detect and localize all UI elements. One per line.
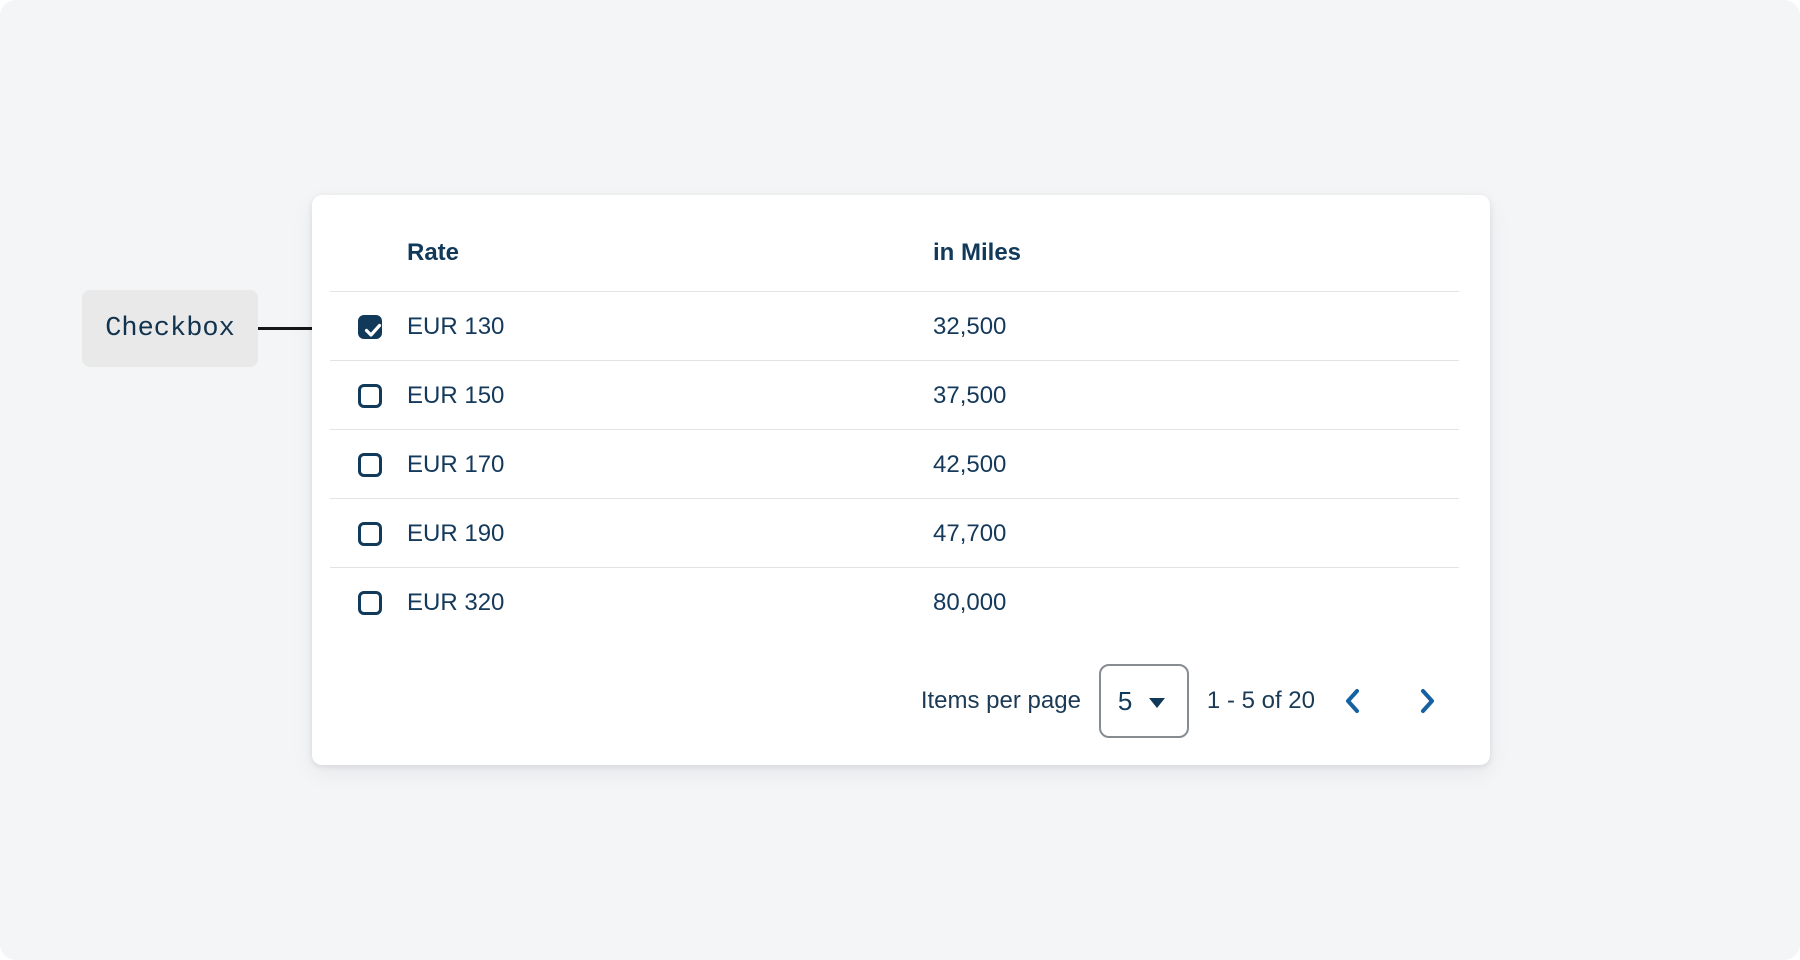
next-page-button[interactable] — [1411, 685, 1443, 717]
annotation-label-text: Checkbox — [105, 313, 235, 344]
table-row[interactable]: EUR 130 32,500 — [312, 292, 1490, 361]
table-row[interactable]: EUR 150 37,500 — [312, 361, 1490, 430]
row-checkbox[interactable] — [358, 452, 382, 477]
column-header-rate: Rate — [407, 239, 460, 266]
column-header-in-miles: in Miles — [933, 239, 1022, 266]
page-size-select[interactable]: 5 — [1098, 664, 1189, 738]
previous-page-button[interactable] — [1337, 685, 1369, 717]
rate-cell: EUR 320 — [407, 588, 505, 616]
row-checkbox[interactable] — [358, 314, 382, 339]
rates-table-card: Rate in Miles EUR 130 32,500 — [312, 195, 1490, 765]
rate-cell: EUR 150 — [407, 381, 505, 409]
table-header-row: Rate in Miles — [312, 195, 1490, 292]
annotation-label-checkbox: Checkbox — [82, 290, 258, 367]
table-row[interactable]: EUR 190 47,700 — [312, 499, 1490, 568]
pagination-range-label: 1 - 5 of 20 — [1206, 687, 1315, 714]
table-body: EUR 130 32,500 EUR 150 37,500 — [312, 292, 1490, 637]
caret-down-icon — [1148, 697, 1165, 708]
rate-cell: EUR 130 — [407, 312, 505, 340]
annotation-connector-line — [258, 327, 330, 330]
row-checkbox[interactable] — [358, 383, 382, 408]
table-row[interactable]: EUR 320 80,000 — [312, 568, 1490, 637]
miles-cell: 32,500 — [933, 312, 1007, 340]
items-per-page-label: Items per page — [920, 687, 1081, 714]
chevron-left-icon — [1346, 689, 1359, 713]
check-icon — [364, 323, 382, 337]
rate-cell: EUR 170 — [407, 450, 505, 478]
table-row[interactable]: EUR 170 42,500 — [312, 430, 1490, 499]
page-size-value: 5 — [1117, 685, 1133, 716]
miles-cell: 47,700 — [933, 519, 1007, 547]
miles-cell: 80,000 — [933, 588, 1007, 616]
row-checkbox[interactable] — [358, 521, 382, 546]
rate-cell: EUR 190 — [407, 519, 505, 547]
miles-cell: 37,500 — [933, 381, 1007, 409]
miles-cell: 42,500 — [933, 450, 1007, 478]
pagination-bar: Items per page 5 1 - 5 of 20 — [312, 637, 1490, 765]
row-checkbox[interactable] — [358, 590, 382, 615]
chevron-right-icon — [1421, 689, 1434, 713]
